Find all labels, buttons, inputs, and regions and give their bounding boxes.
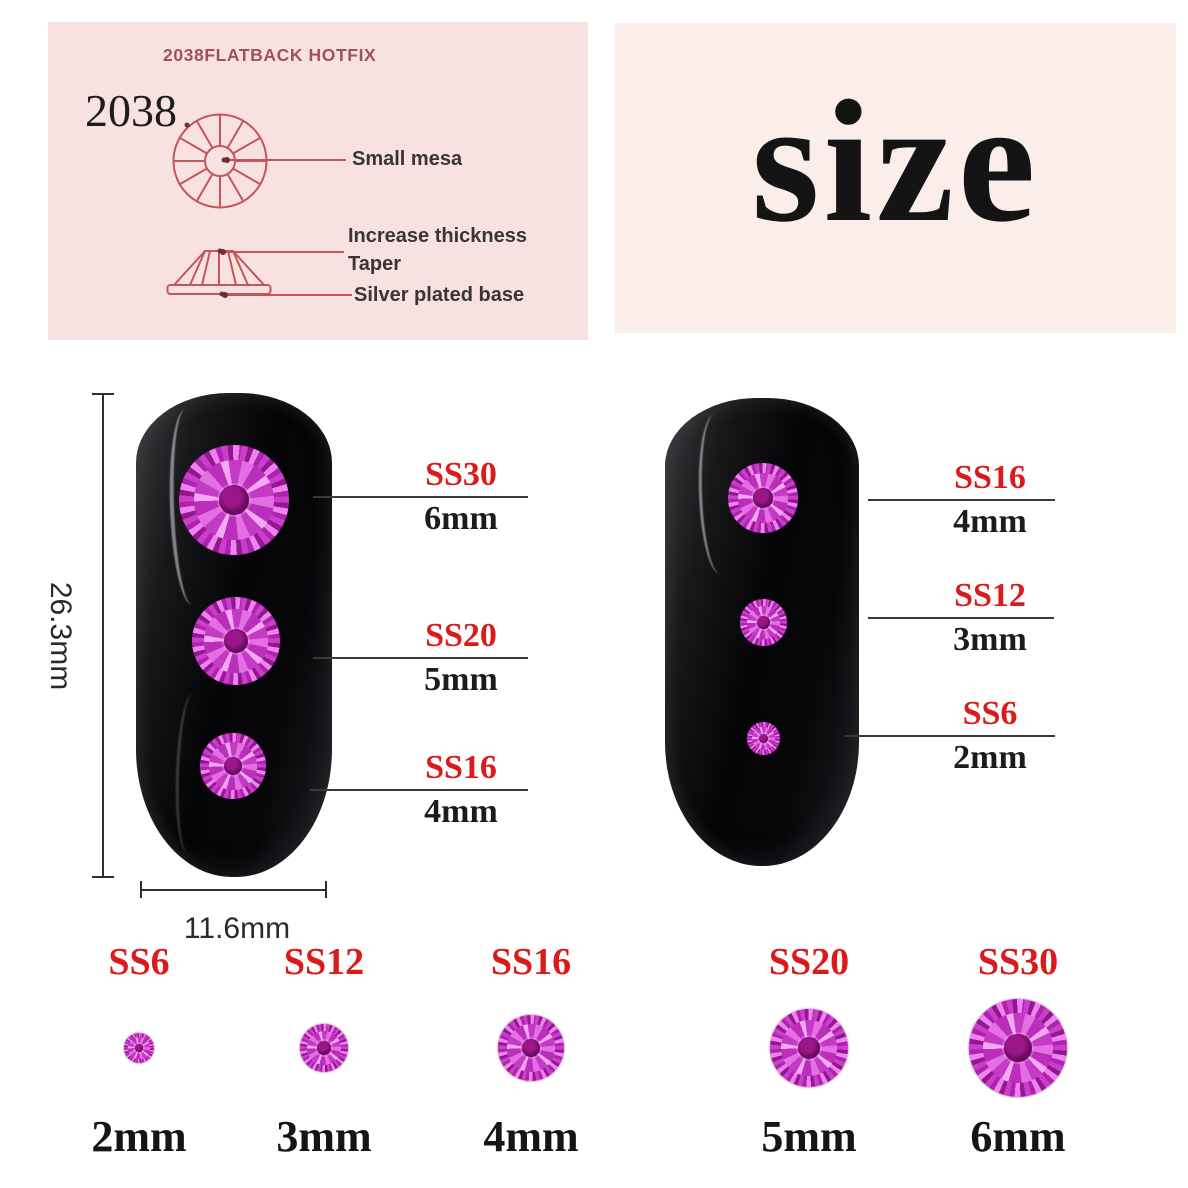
width-measure-line: [141, 889, 327, 891]
base-leader-line: [222, 292, 352, 298]
thickness-leader-line: [220, 249, 344, 255]
width-measure-cap-left: [140, 881, 142, 898]
rhinestone-top-view-diagram: [172, 113, 268, 209]
nail-right: [665, 398, 859, 866]
callout-ss16-left-label: SS16: [425, 749, 497, 786]
size-chart-item-ss16: SS16 4mm: [451, 940, 611, 1162]
callout-ss16-right-label: SS16: [954, 459, 1026, 496]
callout-6mm-label: 6mm: [424, 500, 498, 537]
callout-line-ss16-left: [310, 789, 528, 791]
rhinestone-ss6: [747, 722, 780, 755]
model-number: 2038: [85, 85, 177, 136]
mesa-label: Small mesa: [352, 148, 463, 170]
length-measure-label: 26.3mm: [44, 581, 77, 691]
size-chart-item-ss12: SS12 3mm: [244, 940, 404, 1162]
chart-2mm-label: 2mm: [91, 1112, 187, 1161]
taper-label: Taper: [348, 253, 401, 275]
chart-5mm-label: 5mm: [761, 1112, 857, 1161]
callout-4mm-right-label: 4mm: [953, 503, 1027, 540]
length-measure-line: [102, 394, 104, 878]
callout-ss6-label: SS6: [962, 695, 1018, 732]
size-chart-item-ss30: SS30 6mm: [938, 940, 1098, 1162]
chart-ss20-label: SS20: [768, 941, 850, 983]
diagram-panel: 2038FLATBACK HOTFIX 2038 Small mesa I: [48, 22, 588, 340]
size-chart-item-ss6: SS6 2mm: [59, 940, 219, 1162]
size-panel-title: size: [751, 63, 1040, 258]
chart-4mm-label: 4mm: [483, 1112, 579, 1161]
chart-ss12-label: SS12: [283, 941, 365, 983]
callout-line-ss30: [313, 496, 528, 498]
length-measure-cap-bottom: [92, 876, 114, 878]
rhinestone-ss30: [179, 445, 289, 555]
mesa-leader-line: [224, 157, 346, 163]
rhinestone-ss12: [740, 599, 787, 646]
rhinestone-ss16: [728, 463, 798, 533]
callout-line-ss20: [313, 657, 528, 659]
chart-6mm-label: 6mm: [970, 1112, 1066, 1161]
callout-line-ss6: [845, 735, 1055, 737]
callout-5mm-label: 5mm: [424, 661, 498, 698]
rhinestone-chart-ss16: [498, 1015, 564, 1081]
callout-ss20-label: SS20: [425, 617, 497, 654]
rhinestone-chart-ss20: [770, 1009, 848, 1087]
rhinestone-ss20: [192, 597, 280, 685]
rhinestone-chart-ss30: [969, 999, 1067, 1097]
rhinestone-side-view-diagram: [166, 248, 272, 297]
chart-ss30-label: SS30: [977, 941, 1059, 983]
stone-wrap: [938, 984, 1098, 1112]
size-panel: size: [615, 23, 1176, 333]
stone-wrap: [729, 984, 889, 1112]
rhinestone-ss16: [200, 733, 266, 799]
stone-wrap: [244, 984, 404, 1112]
rhinestone-chart-ss12: [300, 1024, 348, 1072]
width-measure-cap-right: [325, 881, 327, 898]
callout-line-ss12: [868, 617, 1054, 619]
stone-wrap: [451, 984, 611, 1112]
callout-2mm-label: 2mm: [953, 739, 1027, 776]
length-measure-cap-top: [92, 393, 114, 395]
callout-ss30-label: SS30: [425, 456, 497, 493]
size-chart-item-ss20: SS20 5mm: [729, 940, 889, 1162]
thickness-label: Increase thickness: [348, 225, 527, 247]
callout-4mm-left-label: 4mm: [424, 793, 498, 830]
rhinestone-chart-ss6: [124, 1033, 154, 1063]
chart-ss6-label: SS6: [108, 941, 170, 983]
callout-3mm-label: 3mm: [953, 621, 1027, 658]
base-label: Silver plated base: [354, 284, 525, 306]
diagram-panel-title: 2038FLATBACK HOTFIX: [163, 45, 377, 65]
stone-wrap: [59, 984, 219, 1112]
callout-line-ss16-right: [868, 499, 1055, 501]
nail-left: [136, 393, 332, 877]
chart-3mm-label: 3mm: [276, 1112, 372, 1161]
width-measure-label: 11.6mm: [183, 912, 291, 945]
chart-ss16-label: SS16: [490, 941, 572, 983]
callout-ss12-label: SS12: [954, 577, 1026, 614]
